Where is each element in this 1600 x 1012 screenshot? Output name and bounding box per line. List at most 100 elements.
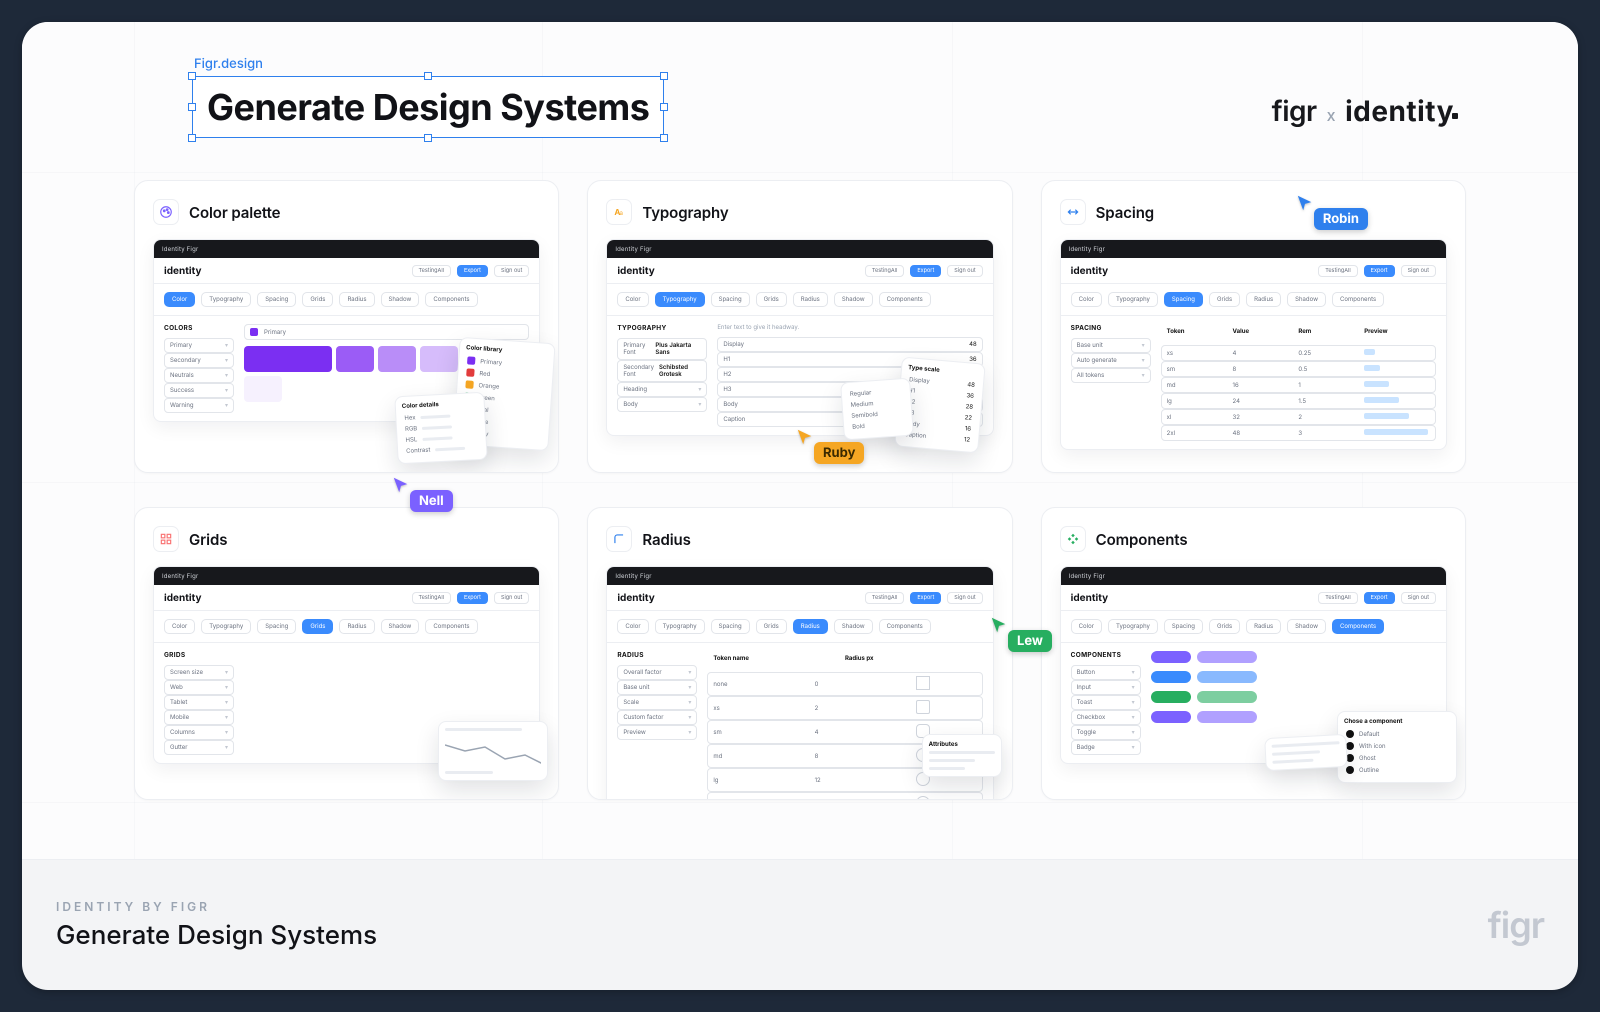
tab-grids[interactable]: Grids [756, 292, 787, 307]
header-pill[interactable]: TestingAll [1318, 592, 1357, 604]
component-chip[interactable] [1151, 711, 1191, 723]
side-item[interactable]: Gutter▾ [164, 740, 234, 755]
tab-typography[interactable]: Typography [655, 619, 705, 634]
resize-handle[interactable] [188, 72, 196, 80]
tab-spacing[interactable]: Spacing [1164, 292, 1203, 307]
header-pill[interactable]: TestingAll [865, 592, 904, 604]
header-pill[interactable]: TestingAll [412, 265, 451, 277]
tab-shadow[interactable]: Shadow [834, 292, 873, 307]
side-item[interactable]: Secondary FontSchibsted Grotesk [617, 360, 707, 382]
tab-typography[interactable]: Typography [1108, 292, 1158, 307]
signout-button[interactable]: Sign out [494, 265, 529, 277]
tab-radius[interactable]: Radius [1246, 292, 1281, 307]
component-chip[interactable] [1151, 671, 1191, 683]
export-button[interactable]: Export [910, 265, 941, 277]
color-swatch[interactable] [378, 346, 416, 372]
side-item[interactable]: Primary▾ [164, 338, 234, 353]
resize-handle[interactable] [424, 134, 432, 142]
side-item[interactable]: Web▾ [164, 680, 234, 695]
card-color-palette[interactable]: Color palette Identity Figr identity Tes… [134, 180, 559, 473]
card-typography[interactable]: Aa Typography Identity Figr identity Tes… [587, 180, 1012, 473]
table-row[interactable]: md161 [1161, 377, 1436, 393]
table-row[interactable]: 2xl483 [1161, 425, 1436, 441]
signout-button[interactable]: Sign out [494, 592, 529, 604]
tab-grids[interactable]: Grids [756, 619, 787, 634]
side-item[interactable]: Button▾ [1071, 665, 1141, 680]
table-row[interactable]: xl322 [1161, 409, 1436, 425]
side-item[interactable]: Input▾ [1071, 680, 1141, 695]
color-swatch[interactable] [420, 346, 458, 372]
color-swatch[interactable] [244, 376, 282, 402]
popover-row[interactable]: Default [1344, 728, 1450, 740]
tab-components[interactable]: Components [425, 619, 477, 634]
header-pill[interactable]: TestingAll [412, 592, 451, 604]
header-pill[interactable]: TestingAll [865, 265, 904, 277]
resize-handle[interactable] [424, 72, 432, 80]
selected-title-frame[interactable]: Figr.design Generate Design Systems [192, 56, 664, 138]
tab-shadow[interactable]: Shadow [1287, 619, 1326, 634]
component-chip[interactable] [1197, 671, 1257, 683]
component-chip[interactable] [1197, 711, 1257, 723]
side-item[interactable]: Heading▾ [617, 382, 707, 397]
tab-components[interactable]: Components [879, 292, 931, 307]
color-swatch[interactable] [336, 346, 374, 372]
popover-row[interactable]: With icon [1344, 740, 1450, 752]
tab-spacing[interactable]: Spacing [257, 292, 296, 307]
component-chip[interactable] [1197, 691, 1257, 703]
side-item[interactable]: Screen size▾ [164, 665, 234, 680]
tab-components[interactable]: Components [425, 292, 477, 307]
resize-handle[interactable] [188, 134, 196, 142]
component-chip[interactable] [1197, 651, 1257, 663]
tab-color[interactable]: Color [617, 292, 648, 307]
tab-spacing[interactable]: Spacing [257, 619, 296, 634]
tab-radius[interactable]: Radius [793, 619, 828, 634]
side-item[interactable]: Neutrals▾ [164, 368, 234, 383]
tab-grids[interactable]: Grids [1209, 292, 1240, 307]
side-item[interactable]: Base unit▾ [617, 680, 697, 695]
table-row[interactable]: xl16 [707, 792, 982, 800]
tab-shadow[interactable]: Shadow [381, 292, 420, 307]
component-chip[interactable] [1151, 691, 1191, 703]
tab-color[interactable]: Color [164, 619, 195, 634]
tab-color[interactable]: Color [1071, 292, 1102, 307]
signout-button[interactable]: Sign out [1401, 592, 1436, 604]
export-button[interactable]: Export [457, 592, 488, 604]
side-item[interactable]: Primary FontPlus Jakarta Sans [617, 338, 707, 360]
tab-shadow[interactable]: Shadow [1287, 292, 1326, 307]
popover-row[interactable]: Outline [1344, 764, 1450, 776]
side-item[interactable]: Base unit▾ [1071, 338, 1151, 353]
card-spacing[interactable]: Spacing Identity Figr identity TestingAl… [1041, 180, 1466, 473]
component-chip[interactable] [1151, 651, 1191, 663]
side-item[interactable]: Mobile▾ [164, 710, 234, 725]
header-pill[interactable]: TestingAll [1318, 265, 1357, 277]
side-item[interactable]: Overall factor▾ [617, 665, 697, 680]
tab-components[interactable]: Components [879, 619, 931, 634]
side-item[interactable]: Badge▾ [1071, 740, 1141, 755]
tab-shadow[interactable]: Shadow [381, 619, 420, 634]
tab-grids[interactable]: Grids [302, 292, 333, 307]
side-item[interactable]: Toggle▾ [1071, 725, 1141, 740]
signout-button[interactable]: Sign out [947, 592, 982, 604]
card-radius[interactable]: Radius Identity Figr identity TestingAll… [587, 507, 1012, 800]
tab-spacing[interactable]: Spacing [1164, 619, 1203, 634]
selection-bounding-box[interactable]: Generate Design Systems [192, 76, 664, 138]
side-item[interactable]: Success▾ [164, 383, 234, 398]
resize-handle[interactable] [660, 134, 668, 142]
side-item[interactable]: Secondary▾ [164, 353, 234, 368]
tab-grids[interactable]: Grids [1209, 619, 1240, 634]
tab-color[interactable]: Color [1071, 619, 1102, 634]
side-item[interactable]: Warning▾ [164, 398, 234, 413]
tab-shadow[interactable]: Shadow [834, 619, 873, 634]
card-grids[interactable]: Grids Identity Figr identity TestingAll … [134, 507, 559, 800]
popover-row[interactable]: Ghost [1344, 752, 1450, 764]
side-item[interactable]: Checkbox▾ [1071, 710, 1141, 725]
tab-radius[interactable]: Radius [1246, 619, 1281, 634]
signout-button[interactable]: Sign out [947, 265, 982, 277]
export-button[interactable]: Export [457, 265, 488, 277]
type-scale-row[interactable]: Display48 [717, 337, 982, 352]
tab-color[interactable]: Color [617, 619, 648, 634]
export-button[interactable]: Export [1364, 592, 1395, 604]
side-item[interactable]: Scale▾ [617, 695, 697, 710]
tab-components[interactable]: Components [1332, 619, 1384, 634]
card-components[interactable]: Components Identity Figr identity Testin… [1041, 507, 1466, 800]
